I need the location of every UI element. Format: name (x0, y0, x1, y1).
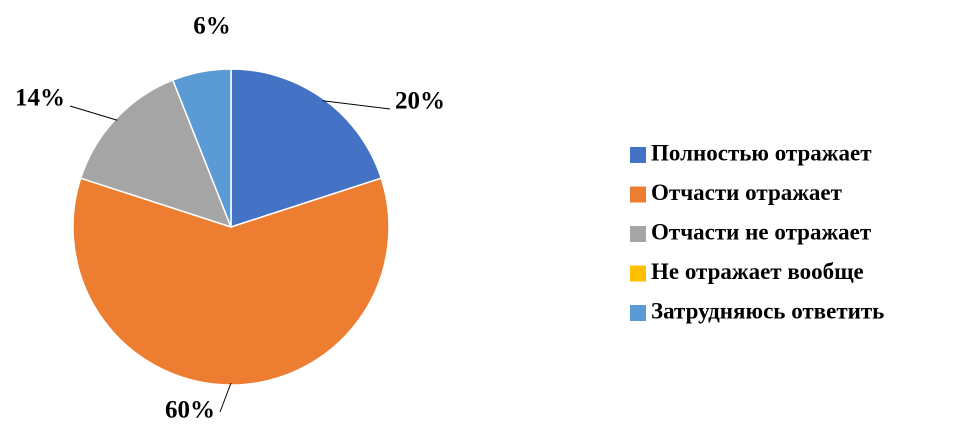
pie-slice (171, 68, 232, 228)
pie-slice (230, 68, 383, 229)
legend-label: Затрудняюсь ответить (651, 298, 884, 323)
data-label: 6% (193, 13, 231, 40)
leader-line (69, 105, 118, 121)
pie-slice (79, 79, 233, 229)
legend-label: Полностью отражает (651, 140, 872, 165)
legend-swatch (630, 265, 646, 282)
legend-label: Не отражает вообще (651, 259, 864, 284)
legend-swatch (630, 305, 646, 321)
legend-swatch (630, 226, 646, 242)
data-label: 14% (15, 85, 65, 112)
legend-swatch (630, 147, 646, 163)
legend-swatch (630, 186, 646, 203)
leader-line (322, 100, 391, 110)
legend-label: Отчасти отражает (651, 180, 843, 205)
legend-label: Отчасти не отражает (651, 219, 872, 244)
pie-slice (72, 177, 390, 386)
data-label: 60% (165, 397, 215, 424)
leader-line (219, 382, 232, 413)
data-label: 20% (395, 88, 445, 115)
